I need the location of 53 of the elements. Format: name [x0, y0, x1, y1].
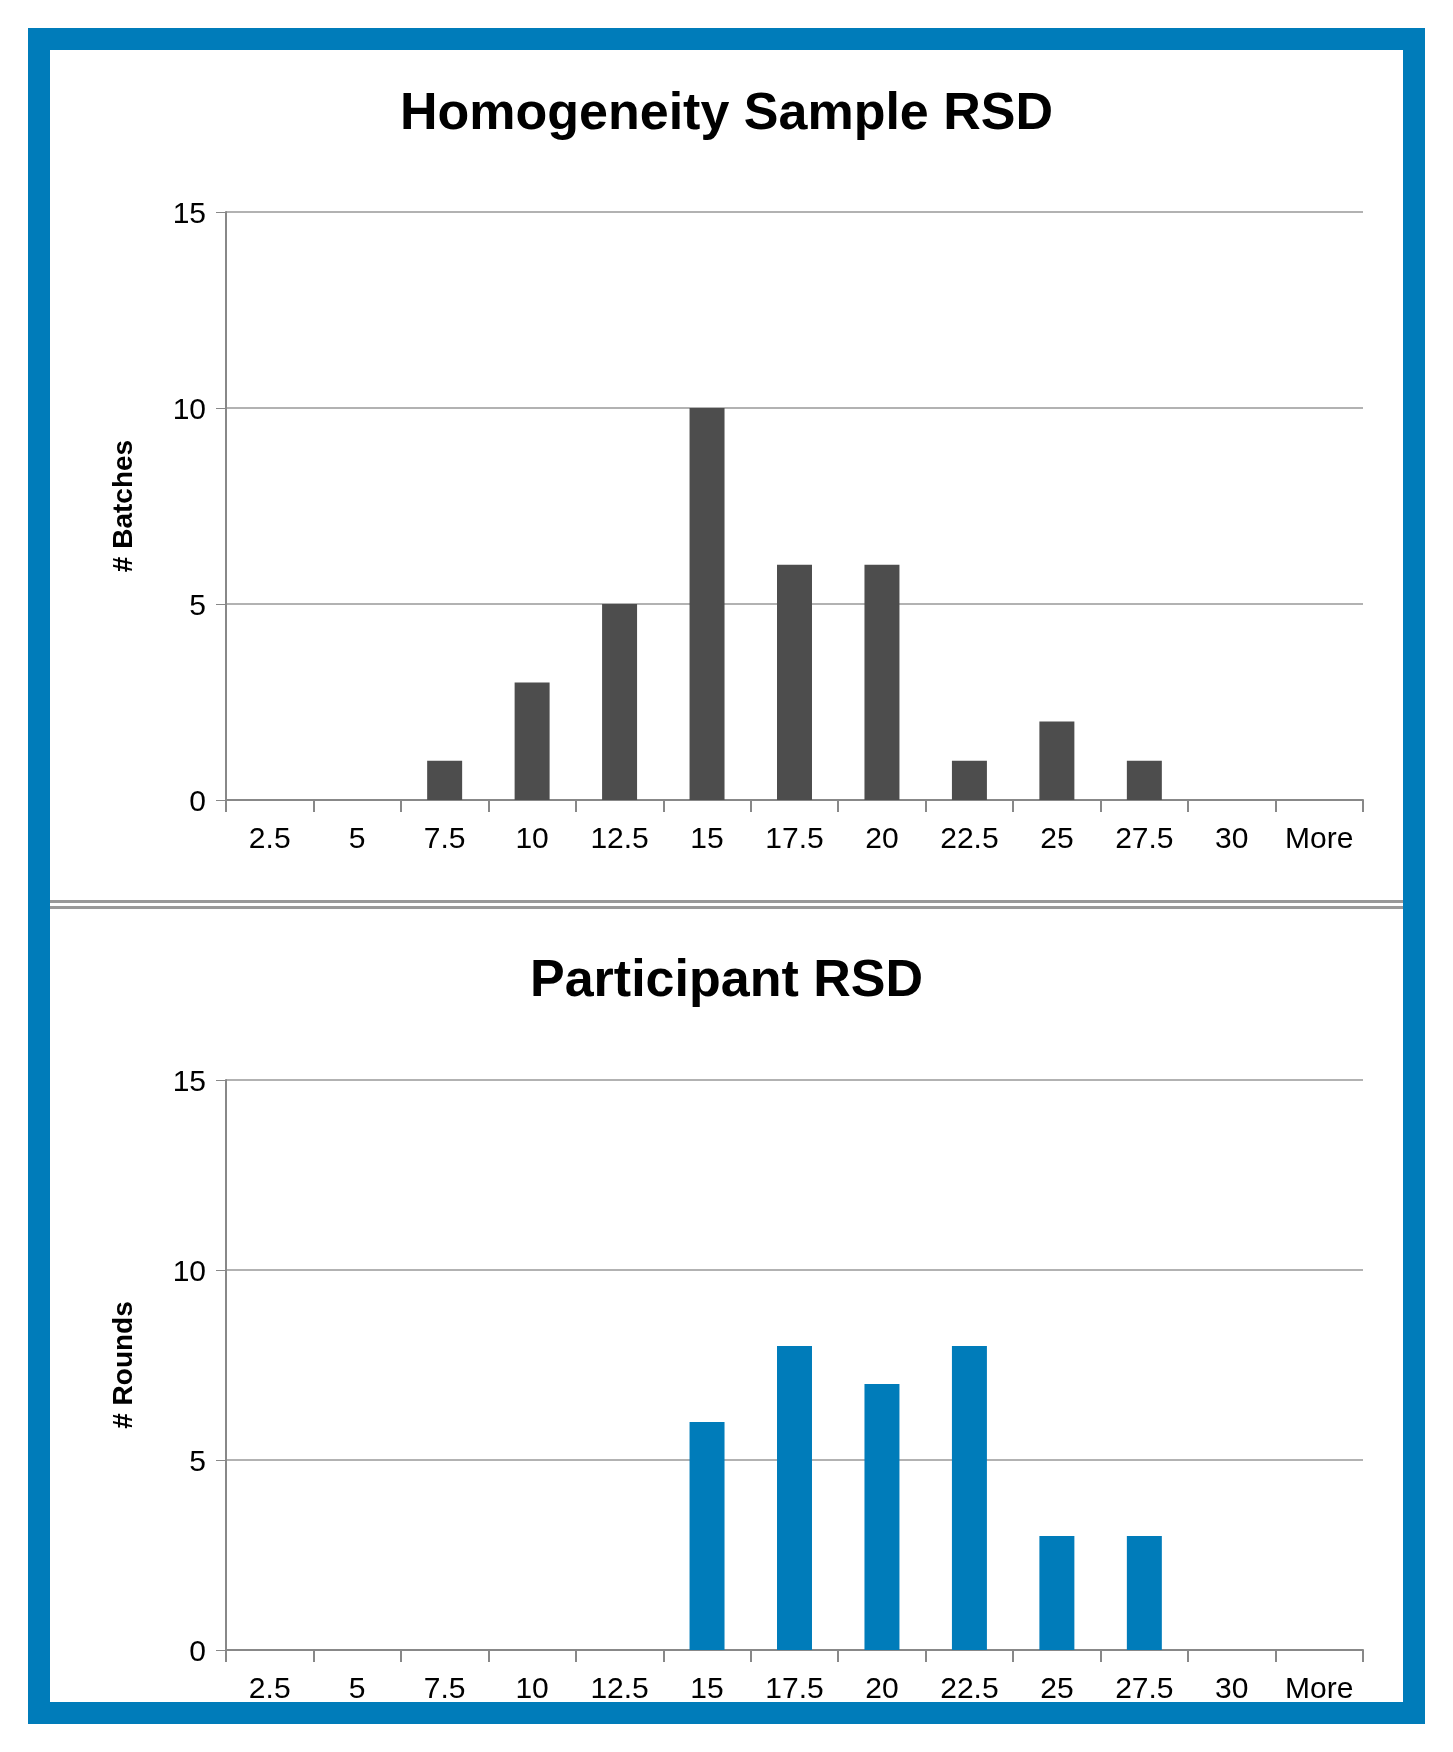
x-tick-label: 22.5: [940, 820, 999, 854]
x-tick-label: 22.5: [940, 1670, 999, 1704]
x-tick-label: More: [1285, 1670, 1354, 1704]
x-tick-label: 7.5: [423, 1670, 466, 1704]
x-tick-label: 12.5: [590, 820, 649, 854]
x-tick-label: 17.5: [765, 820, 824, 854]
bar: [514, 682, 550, 800]
chart-title: Participant RSD: [530, 949, 923, 1007]
x-tick-label: 12.5: [590, 1670, 649, 1704]
x-tick-label: 25: [1040, 820, 1074, 854]
bar: [777, 1346, 812, 1650]
bar: [689, 408, 725, 800]
y-tick-label: 5: [189, 1443, 206, 1477]
bar: [1039, 1536, 1075, 1650]
x-tick-label: 17.5: [765, 1670, 824, 1704]
bar: [951, 760, 987, 800]
x-tick-label: 30: [1215, 820, 1249, 854]
bar: [602, 604, 638, 800]
y-tick-label: 5: [189, 587, 206, 621]
x-tick-label: 20: [865, 1670, 899, 1704]
bar: [951, 1346, 987, 1650]
bar: [1039, 721, 1075, 800]
x-tick-label: 2.5: [248, 820, 291, 854]
bar: [427, 760, 463, 800]
x-tick-label: More: [1285, 820, 1354, 854]
y-axis-title: # Rounds: [106, 1301, 138, 1429]
x-tick-label: 7.5: [423, 820, 466, 854]
x-tick-label: 25: [1040, 1670, 1074, 1704]
x-tick-label: 5: [348, 820, 366, 854]
x-tick-label: 2.5: [248, 1670, 291, 1704]
y-tick-label: 15: [172, 1063, 206, 1097]
bar: [1126, 760, 1162, 800]
x-tick-label: 20: [865, 820, 899, 854]
y-axis-title: # Batches: [106, 439, 138, 573]
x-tick-label: 30: [1215, 1670, 1249, 1704]
chart-title: Homogeneity Sample RSD: [399, 82, 1054, 140]
bar: [864, 1384, 900, 1650]
x-tick-label: 10: [515, 1670, 549, 1704]
x-tick-label: 15: [690, 820, 724, 854]
bar: [777, 564, 812, 800]
y-tick-label: 0: [189, 783, 206, 817]
bar: [864, 564, 900, 800]
x-tick-label: 10: [515, 820, 549, 854]
y-tick-label: 0: [189, 1633, 206, 1667]
x-tick-label: 27.5: [1115, 1670, 1174, 1704]
bar: [1126, 1536, 1162, 1650]
y-tick-label: 10: [172, 1253, 206, 1287]
x-tick-label: 15: [690, 1670, 724, 1704]
y-tick-label: 10: [172, 391, 206, 425]
x-tick-label: 27.5: [1115, 820, 1174, 854]
x-tick-label: 5: [348, 1670, 366, 1704]
y-tick-label: 15: [172, 195, 206, 229]
bar: [689, 1422, 725, 1650]
